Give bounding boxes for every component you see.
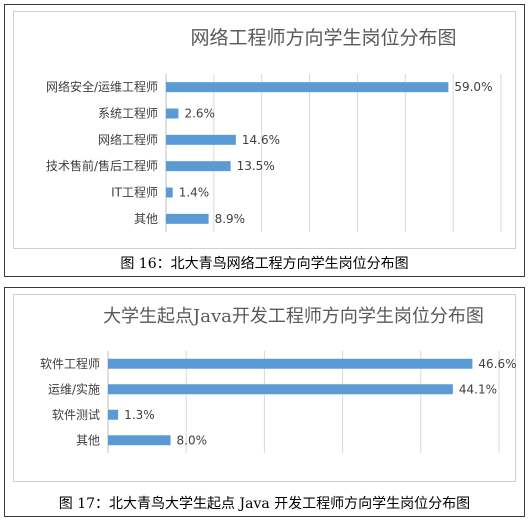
- category-label: 其他: [134, 212, 158, 226]
- data-label: 2.6%: [184, 107, 215, 121]
- category-label: 网络安全/运维工程师: [46, 79, 158, 94]
- bar: [166, 161, 231, 172]
- category-label: 系统工程师: [98, 106, 158, 121]
- bar: [166, 213, 209, 224]
- category-label: 软件测试: [52, 407, 100, 422]
- bar: [108, 435, 171, 446]
- data-label: 1.3%: [124, 408, 155, 422]
- chart-area: 网络工程师方向学生岗位分布图网络安全/运维工程师 59.0% 系统工程师 2.6% 网络…: [13, 11, 516, 249]
- figure-16-panel: 网络工程师方向学生岗位分布图网络安全/运维工程师 59.0% 系统工程师 2.6% 网络…: [4, 4, 525, 277]
- figure-caption: 图 17：北大青鸟大学生起点 Java 开发工程师方向学生岗位分布图: [58, 496, 471, 512]
- bar: [108, 409, 119, 420]
- bar: [108, 358, 473, 369]
- figure-caption: 图 16：北大青鸟网络工程方向学生岗位分布图: [120, 256, 409, 272]
- chart-title: 网络工程师方向学生岗位分布图: [190, 27, 456, 49]
- data-label: 8.9%: [215, 212, 246, 226]
- data-label: 59.0%: [454, 80, 492, 94]
- chart-title: 大学生起点Java开发工程师方向学生岗位分布图: [103, 306, 484, 327]
- bar: [166, 108, 179, 119]
- data-label: 13.5%: [237, 159, 275, 173]
- bar: [166, 187, 173, 198]
- figure-17-panel: 大学生起点Java开发工程师方向学生岗位分布图软件工程师 46.6% 运维/实施 44…: [4, 287, 525, 517]
- data-label: 46.6%: [478, 357, 516, 371]
- category-label: IT工程师: [111, 185, 158, 200]
- category-label: 网络工程师: [98, 132, 158, 147]
- data-label: 14.6%: [242, 133, 280, 147]
- category-label: 软件工程师: [40, 356, 100, 371]
- chart-area: 大学生起点Java开发工程师方向学生岗位分布图软件工程师 46.6% 运维/实施 44…: [13, 294, 517, 482]
- bar: [166, 82, 449, 93]
- category-label: 运维/实施: [48, 381, 100, 396]
- category-label: 技术售前/售后工程师: [46, 158, 158, 173]
- bar: [166, 134, 236, 145]
- data-label: 1.4%: [179, 186, 210, 200]
- bar: [108, 384, 453, 395]
- data-label: 44.1%: [459, 382, 497, 396]
- category-label: 其他: [76, 433, 100, 447]
- data-label: 8.0%: [177, 433, 208, 447]
